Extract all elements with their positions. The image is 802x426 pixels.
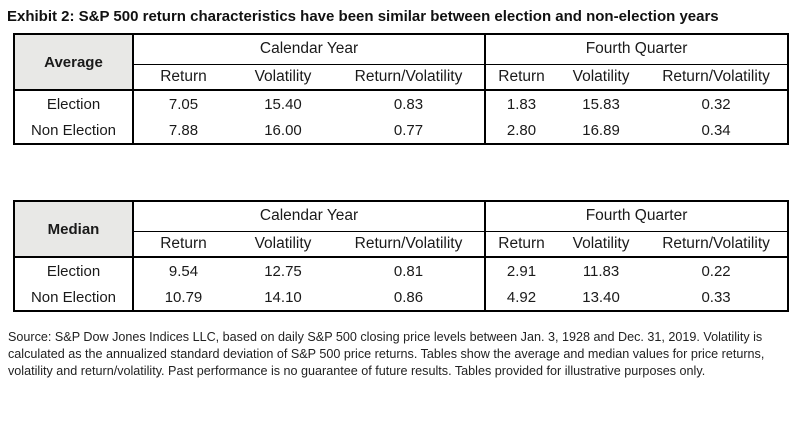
table-row: Average Calendar Year Fourth Quarter xyxy=(14,34,789,91)
table-cell: 2.80 xyxy=(484,117,558,144)
table-row: Election 7.05 15.40 0.83 1.83 15.83 0.32 xyxy=(14,90,788,117)
group-header-fourth-quarter: Fourth Quarter xyxy=(484,34,789,65)
table-row: Non Election 10.79 14.10 0.86 4.92 13.40… xyxy=(14,284,788,311)
column-header: Return xyxy=(133,231,233,258)
table-cell: 7.88 xyxy=(168,121,199,139)
table-cell: 12.75 xyxy=(264,262,302,280)
corner-label-median: Median xyxy=(14,201,134,258)
row-label: Non Election xyxy=(14,117,134,144)
table-cell: 11.83 xyxy=(582,262,620,280)
table-cell: 2.91 xyxy=(484,257,558,284)
table-cell: 0.81 xyxy=(393,262,424,280)
table-cell: 13.40 xyxy=(582,288,620,306)
group-header-fourth-quarter: Fourth Quarter xyxy=(484,201,789,232)
tables-container: Average Calendar Year Fourth Quarter Ret… xyxy=(13,33,794,312)
exhibit-title: Exhibit 2: S&P 500 return characteristic… xyxy=(7,8,719,25)
table-cell: 0.77 xyxy=(393,121,424,139)
row-label: Election xyxy=(14,257,134,284)
column-header: Return xyxy=(484,231,558,258)
column-header: Return/Volatility xyxy=(333,64,486,91)
table-cell: 10.79 xyxy=(164,288,203,306)
table-cell: 0.34 xyxy=(701,121,731,139)
median-table: Median Calendar Year Fourth Quarter Retu… xyxy=(13,200,790,312)
column-header: Return/Volatility xyxy=(333,231,486,258)
table-row: Median Calendar Year Fourth Quarter xyxy=(14,201,789,258)
column-header: Volatility xyxy=(233,231,333,258)
table-row: Election 9.54 12.75 0.81 2.91 11.83 0.22 xyxy=(14,257,788,284)
table-cell: 14.10 xyxy=(264,288,302,306)
table-cell: 0.22 xyxy=(701,262,731,280)
table-cell: 16.00 xyxy=(264,121,302,139)
group-header-calendar-year: Calendar Year xyxy=(133,34,486,65)
group-header-calendar-year: Calendar Year xyxy=(133,201,486,232)
column-header: Volatility xyxy=(557,231,646,258)
table-cell: 7.05 xyxy=(168,95,199,113)
table-cell: 9.54 xyxy=(168,262,199,280)
source-note: Source: S&P Dow Jones Indices LLC, based… xyxy=(8,330,765,378)
average-table: Average Calendar Year Fourth Quarter Ret… xyxy=(13,33,790,145)
column-header: Return/Volatility xyxy=(645,64,789,91)
table-row: Return Volatility Return/Volatility Retu… xyxy=(14,231,789,258)
column-header: Return/Volatility xyxy=(645,231,789,258)
column-header: Volatility xyxy=(233,64,333,91)
table-cell: 16.89 xyxy=(582,121,620,139)
row-label: Election xyxy=(14,90,134,117)
table-cell: 0.86 xyxy=(393,288,424,306)
column-header: Return xyxy=(484,64,558,91)
table-row: Non Election 7.88 16.00 0.77 2.80 16.89 … xyxy=(14,117,788,144)
table-cell: 0.83 xyxy=(393,95,424,113)
column-header: Volatility xyxy=(557,64,646,91)
table-cell: 4.92 xyxy=(484,284,558,311)
table-cell: 15.83 xyxy=(582,95,620,113)
table-cell: 0.32 xyxy=(701,95,731,113)
table-cell: 0.33 xyxy=(701,288,731,306)
row-label: Non Election xyxy=(14,284,134,311)
table-cell: 1.83 xyxy=(484,90,558,117)
exhibit-page: Exhibit 2: S&P 500 return characteristic… xyxy=(7,8,794,378)
table-row: Return Volatility Return/Volatility Retu… xyxy=(14,64,789,91)
column-header: Return xyxy=(133,64,233,91)
table-cell: 15.40 xyxy=(264,95,302,113)
corner-label-average: Average xyxy=(14,34,134,91)
